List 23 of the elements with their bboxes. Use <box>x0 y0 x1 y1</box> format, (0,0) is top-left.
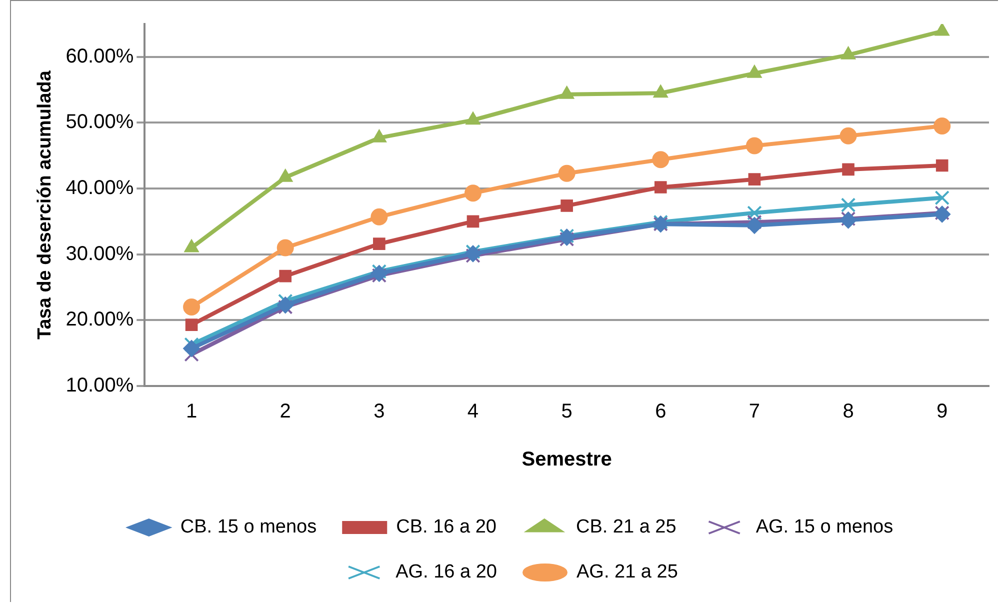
legend-label: AG. 16 a 20 <box>396 562 498 583</box>
legend-label: CB. 21 a 25 <box>576 516 676 538</box>
x-tick-label: 2 <box>280 400 291 423</box>
x-tick-label: 4 <box>467 400 479 423</box>
y-tick-label: 60.00% <box>66 45 134 68</box>
x-tick-label: 7 <box>748 400 760 423</box>
x-tick-label: 9 <box>936 400 948 423</box>
legend-label: AG. 21 a 25 <box>576 562 678 583</box>
legend-label: CB. 15 o menos <box>180 516 317 538</box>
x-tick-label: 8 <box>842 400 854 423</box>
y-tick-label: 40.00% <box>66 177 134 200</box>
y-tick-label: 10.00% <box>66 374 134 397</box>
x-tick-label: 1 <box>186 400 198 423</box>
y-axis-title: Tasa de deserción acumulada <box>34 70 56 340</box>
legend-label: AG. 15 o menos <box>756 516 894 538</box>
x-axis-title: Semestre <box>522 448 612 471</box>
x-tick-label: 5 <box>561 400 572 423</box>
y-tick-label: 50.00% <box>66 111 134 134</box>
x-tick-label: 6 <box>655 400 666 423</box>
legend-label: CB. 16 a 20 <box>396 516 496 538</box>
x-tick-label: 3 <box>374 400 385 423</box>
y-tick-label: 20.00% <box>66 308 134 331</box>
y-tick-label: 30.00% <box>66 242 134 265</box>
